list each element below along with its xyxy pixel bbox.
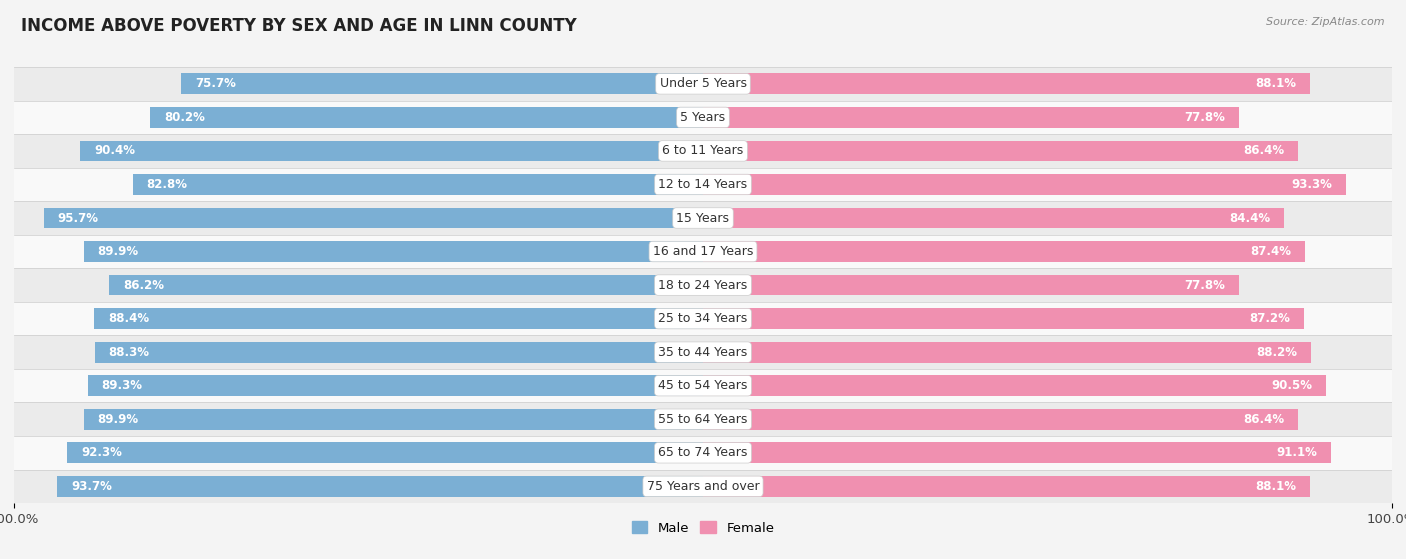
Text: Under 5 Years: Under 5 Years <box>659 77 747 91</box>
Bar <box>150 107 703 128</box>
Bar <box>703 308 1303 329</box>
Bar <box>132 174 703 195</box>
Bar <box>87 375 703 396</box>
Bar <box>0 201 1406 235</box>
Bar <box>703 342 1310 363</box>
Text: 77.8%: 77.8% <box>1184 278 1225 292</box>
Bar <box>94 342 703 363</box>
Bar <box>703 375 1326 396</box>
Text: INCOME ABOVE POVERTY BY SEX AND AGE IN LINN COUNTY: INCOME ABOVE POVERTY BY SEX AND AGE IN L… <box>21 17 576 35</box>
Bar <box>0 168 1406 201</box>
Bar <box>0 369 1406 402</box>
Text: 89.3%: 89.3% <box>101 379 142 392</box>
Bar <box>0 67 1406 101</box>
Text: 87.4%: 87.4% <box>1250 245 1291 258</box>
Bar <box>83 241 703 262</box>
Text: 18 to 24 Years: 18 to 24 Years <box>658 278 748 292</box>
Bar <box>0 268 1406 302</box>
Text: 80.2%: 80.2% <box>165 111 205 124</box>
Bar <box>703 107 1239 128</box>
Bar <box>44 207 703 229</box>
Text: 35 to 44 Years: 35 to 44 Years <box>658 345 748 359</box>
Text: 88.2%: 88.2% <box>1256 345 1296 359</box>
Text: 86.2%: 86.2% <box>122 278 165 292</box>
Text: 25 to 34 Years: 25 to 34 Years <box>658 312 748 325</box>
Text: 92.3%: 92.3% <box>82 446 122 459</box>
Text: 88.1%: 88.1% <box>1256 480 1296 493</box>
Bar <box>0 335 1406 369</box>
Text: 55 to 64 Years: 55 to 64 Years <box>658 413 748 426</box>
Bar <box>0 134 1406 168</box>
Bar <box>703 207 1285 229</box>
Bar <box>703 476 1310 497</box>
Bar <box>703 409 1298 430</box>
Bar <box>703 442 1330 463</box>
Legend: Male, Female: Male, Female <box>626 516 780 540</box>
Bar <box>181 73 703 94</box>
Text: 45 to 54 Years: 45 to 54 Years <box>658 379 748 392</box>
Text: 95.7%: 95.7% <box>58 211 98 225</box>
Bar <box>703 73 1310 94</box>
Bar <box>703 274 1239 296</box>
Text: 89.9%: 89.9% <box>97 413 139 426</box>
Bar <box>67 442 703 463</box>
Text: 88.3%: 88.3% <box>108 345 149 359</box>
Text: 90.5%: 90.5% <box>1271 379 1313 392</box>
Bar <box>703 140 1298 162</box>
Text: 87.2%: 87.2% <box>1249 312 1289 325</box>
Bar <box>0 302 1406 335</box>
Text: 91.1%: 91.1% <box>1277 446 1317 459</box>
Text: 12 to 14 Years: 12 to 14 Years <box>658 178 748 191</box>
Bar <box>0 436 1406 470</box>
Bar <box>703 241 1305 262</box>
Text: 77.8%: 77.8% <box>1184 111 1225 124</box>
Text: 93.7%: 93.7% <box>72 480 112 493</box>
Text: 75.7%: 75.7% <box>195 77 236 91</box>
Text: 93.3%: 93.3% <box>1291 178 1331 191</box>
Bar <box>0 235 1406 268</box>
Text: 82.8%: 82.8% <box>146 178 187 191</box>
Text: 86.4%: 86.4% <box>1243 413 1285 426</box>
Text: Source: ZipAtlas.com: Source: ZipAtlas.com <box>1267 17 1385 27</box>
Bar <box>0 470 1406 503</box>
Text: 16 and 17 Years: 16 and 17 Years <box>652 245 754 258</box>
Text: 86.4%: 86.4% <box>1243 144 1285 158</box>
Bar <box>0 402 1406 436</box>
Text: 88.1%: 88.1% <box>1256 77 1296 91</box>
Text: 75 Years and over: 75 Years and over <box>647 480 759 493</box>
Text: 84.4%: 84.4% <box>1230 211 1271 225</box>
Bar <box>703 174 1346 195</box>
Text: 89.9%: 89.9% <box>97 245 139 258</box>
Bar <box>0 101 1406 134</box>
Bar <box>80 140 703 162</box>
Bar <box>58 476 703 497</box>
Text: 88.4%: 88.4% <box>108 312 149 325</box>
Text: 15 Years: 15 Years <box>676 211 730 225</box>
Text: 5 Years: 5 Years <box>681 111 725 124</box>
Bar <box>83 409 703 430</box>
Bar <box>94 308 703 329</box>
Text: 6 to 11 Years: 6 to 11 Years <box>662 144 744 158</box>
Text: 65 to 74 Years: 65 to 74 Years <box>658 446 748 459</box>
Bar <box>110 274 703 296</box>
Text: 90.4%: 90.4% <box>94 144 135 158</box>
